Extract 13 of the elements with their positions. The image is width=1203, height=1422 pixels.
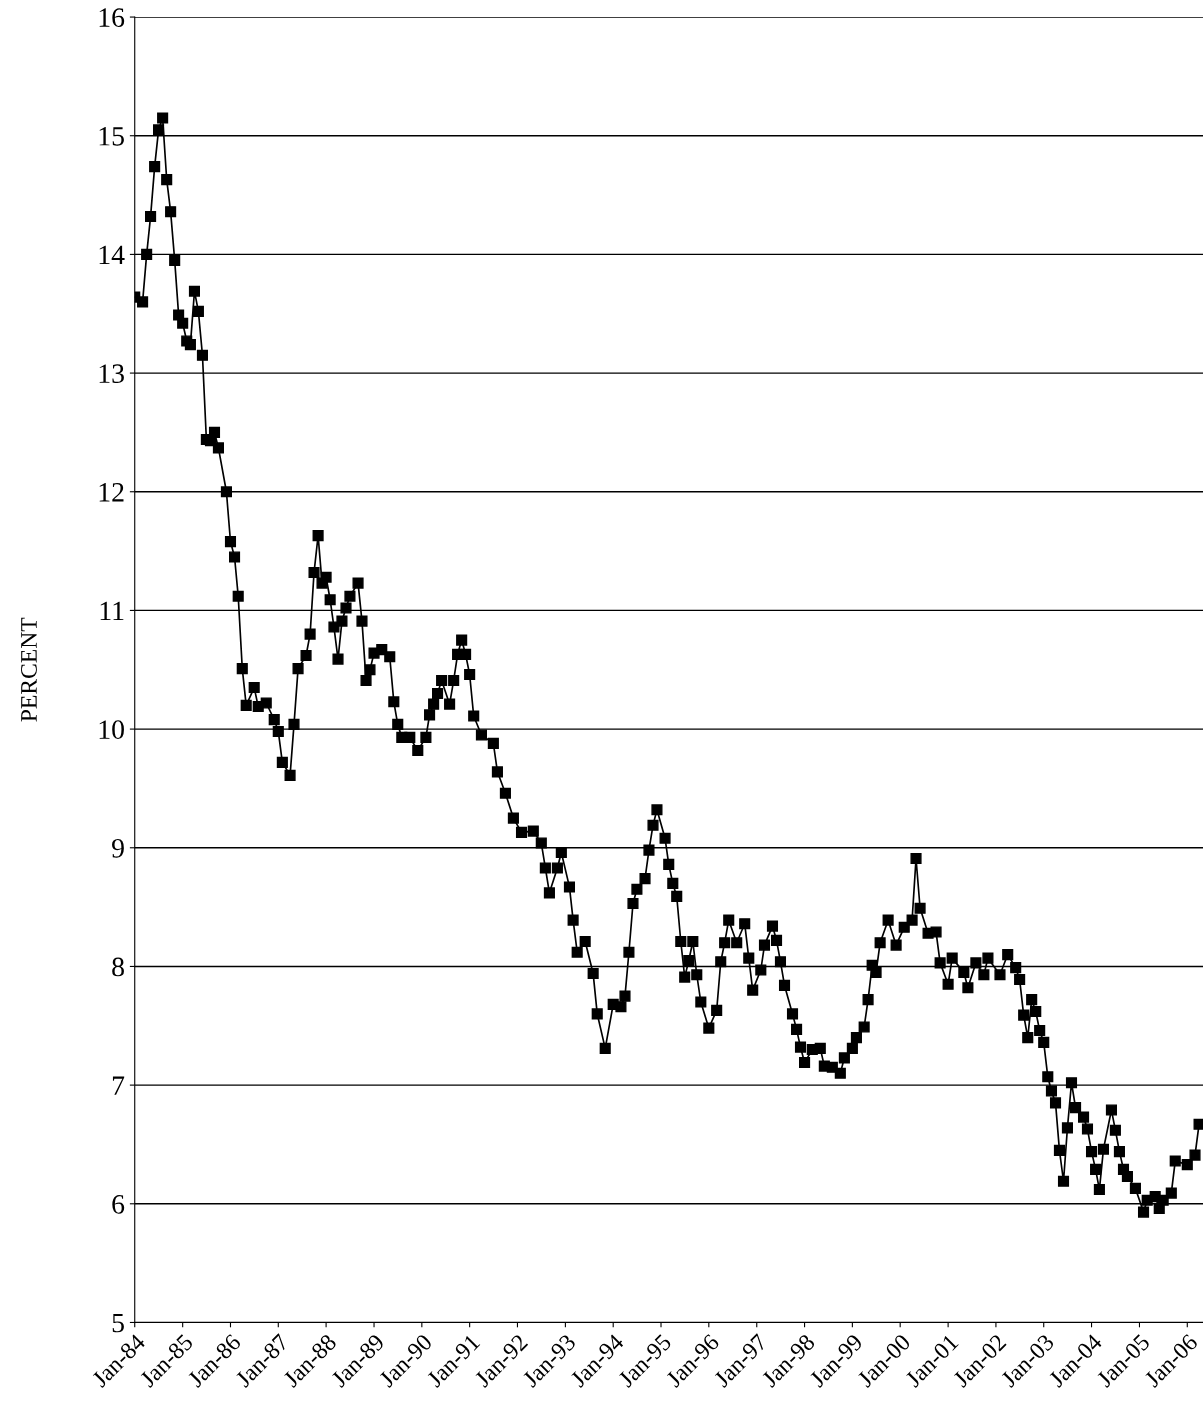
y-tick-label: 13 xyxy=(99,364,124,383)
y-tick-label: 16 xyxy=(99,8,125,27)
y-tick-label: 8 xyxy=(112,957,124,977)
y-axis-title: PERCENT xyxy=(21,617,37,722)
y-tick-label: 14 xyxy=(99,245,125,265)
y-tick-label: 11 xyxy=(100,601,124,621)
y-tick-label: 12 xyxy=(99,483,124,502)
y-tick-label: 7 xyxy=(112,1076,125,1095)
y-tick-label: 5 xyxy=(112,1313,124,1333)
y-tick-label: 10 xyxy=(99,720,124,740)
y-tick-label: 15 xyxy=(99,127,124,146)
y-tick-label: 6 xyxy=(112,1195,125,1214)
y-tick-label: 9 xyxy=(112,839,124,858)
